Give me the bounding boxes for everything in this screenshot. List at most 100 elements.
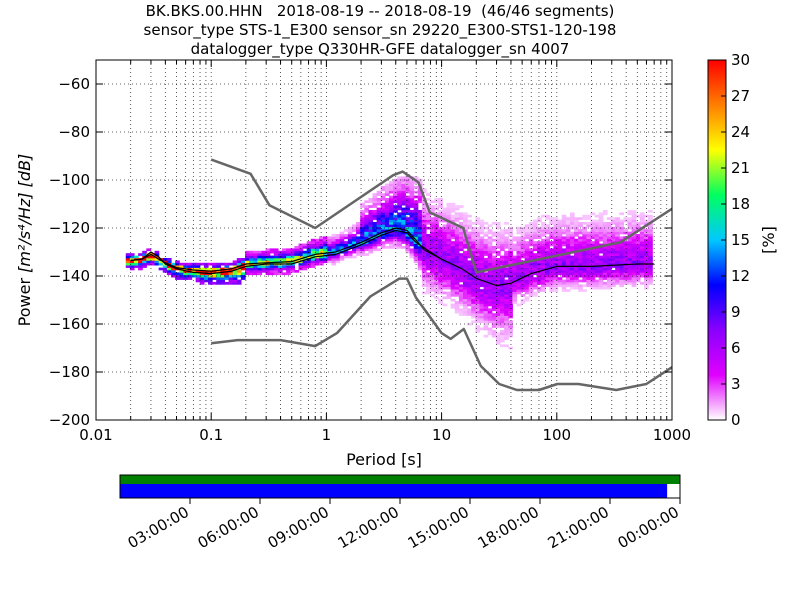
histogram-cell bbox=[458, 253, 464, 256]
histogram-cell bbox=[537, 231, 542, 235]
histogram-cell bbox=[282, 258, 287, 261]
histogram-cell bbox=[479, 250, 485, 254]
histogram-cell bbox=[475, 265, 481, 268]
histogram-cell bbox=[606, 260, 612, 264]
histogram-cell bbox=[195, 274, 201, 278]
histogram-cell bbox=[627, 241, 633, 244]
histogram-cell bbox=[426, 272, 431, 276]
histogram-cell bbox=[454, 205, 460, 208]
histogram-cell bbox=[479, 267, 485, 271]
histogram-cell bbox=[228, 282, 234, 285]
histogram-cell bbox=[516, 279, 522, 283]
histogram-cell bbox=[532, 265, 538, 268]
histogram-cell bbox=[417, 190, 423, 194]
histogram-cell bbox=[578, 250, 583, 254]
histogram-cell bbox=[446, 210, 452, 213]
histogram-cell bbox=[430, 260, 435, 264]
histogram-cell bbox=[565, 243, 571, 247]
histogram-cell bbox=[199, 274, 205, 278]
histogram-cell bbox=[565, 267, 571, 271]
histogram-cell bbox=[495, 246, 501, 249]
histogram-cell bbox=[623, 282, 629, 285]
histogram-cell bbox=[129, 267, 135, 271]
histogram-cell bbox=[388, 181, 394, 184]
histogram-cell bbox=[639, 217, 645, 220]
histogram-cell bbox=[483, 258, 489, 261]
histogram-cell bbox=[619, 246, 625, 249]
histogram-cell bbox=[413, 248, 419, 252]
histogram-cell bbox=[635, 236, 641, 240]
histogram-cell bbox=[619, 262, 625, 266]
histogram-cell bbox=[339, 234, 345, 237]
histogram-cell bbox=[442, 229, 448, 232]
histogram-cell bbox=[467, 219, 472, 223]
histogram-cell bbox=[306, 262, 312, 266]
histogram-cell bbox=[434, 200, 439, 204]
histogram-cell bbox=[421, 234, 427, 237]
histogram-cell bbox=[569, 284, 575, 288]
histogram-cell bbox=[594, 234, 600, 237]
histogram-cell bbox=[442, 207, 448, 211]
histogram-cell bbox=[491, 303, 497, 307]
histogram-cell bbox=[294, 248, 300, 252]
histogram-cell bbox=[553, 241, 559, 244]
histogram-cell bbox=[314, 246, 320, 249]
histogram-cell bbox=[450, 250, 456, 254]
histogram-cell bbox=[495, 342, 501, 345]
y-tick-label: −60 bbox=[58, 75, 90, 93]
histogram-cell bbox=[565, 255, 571, 259]
histogram-cell bbox=[508, 306, 513, 309]
histogram-cell bbox=[545, 282, 550, 285]
histogram-cell bbox=[557, 250, 563, 254]
histogram-cell bbox=[302, 260, 308, 264]
histogram-cell bbox=[257, 253, 263, 256]
histogram-cell bbox=[619, 222, 625, 225]
histogram-cell bbox=[463, 229, 468, 232]
histogram-cell bbox=[228, 262, 234, 266]
histogram-cell bbox=[154, 260, 160, 264]
histogram-cell bbox=[569, 248, 575, 252]
histogram-cell bbox=[142, 265, 147, 268]
histogram-cell bbox=[495, 320, 501, 324]
histogram-cell bbox=[347, 226, 353, 230]
histogram-cell bbox=[421, 190, 427, 194]
histogram-cell bbox=[401, 200, 407, 204]
histogram-cell bbox=[574, 286, 579, 290]
x-tick-label: 1000 bbox=[653, 426, 691, 444]
histogram-cell bbox=[611, 248, 616, 252]
histogram-cell bbox=[516, 291, 522, 295]
histogram-cell bbox=[434, 205, 439, 208]
histogram-cell bbox=[574, 231, 579, 235]
histogram-cell bbox=[471, 303, 476, 307]
histogram-cell bbox=[434, 224, 439, 228]
histogram-cell bbox=[631, 241, 637, 244]
histogram-cell bbox=[516, 241, 522, 244]
histogram-cell bbox=[615, 253, 620, 256]
histogram-cell bbox=[648, 219, 653, 223]
histogram-cell bbox=[582, 238, 587, 242]
histogram-cell bbox=[623, 229, 629, 232]
histogram-cell bbox=[590, 272, 596, 276]
histogram-cell bbox=[388, 198, 394, 201]
histogram-cell bbox=[475, 262, 481, 266]
histogram-cell bbox=[471, 306, 476, 309]
histogram-cell bbox=[491, 325, 497, 328]
histogram-cell bbox=[615, 246, 620, 249]
histogram-cell bbox=[401, 198, 407, 201]
histogram-cell bbox=[475, 253, 481, 256]
histogram-cell bbox=[491, 284, 497, 288]
histogram-cell bbox=[512, 267, 518, 271]
histogram-cell bbox=[631, 222, 637, 225]
histogram-cell bbox=[590, 250, 596, 254]
histogram-cell bbox=[430, 279, 435, 283]
histogram-cell bbox=[294, 255, 300, 259]
histogram-cell bbox=[500, 229, 505, 232]
histogram-cell bbox=[323, 241, 328, 244]
histogram-cell bbox=[495, 236, 501, 240]
histogram-cell bbox=[565, 260, 571, 264]
histogram-cell bbox=[454, 214, 460, 218]
histogram-cell bbox=[586, 217, 592, 220]
histogram-cell bbox=[306, 253, 312, 256]
histogram-cell bbox=[524, 286, 530, 290]
histogram-cell bbox=[561, 267, 567, 271]
